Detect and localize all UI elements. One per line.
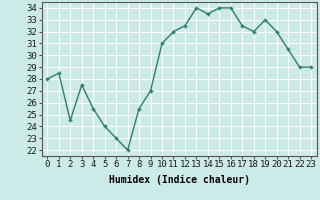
X-axis label: Humidex (Indice chaleur): Humidex (Indice chaleur) [109, 175, 250, 185]
